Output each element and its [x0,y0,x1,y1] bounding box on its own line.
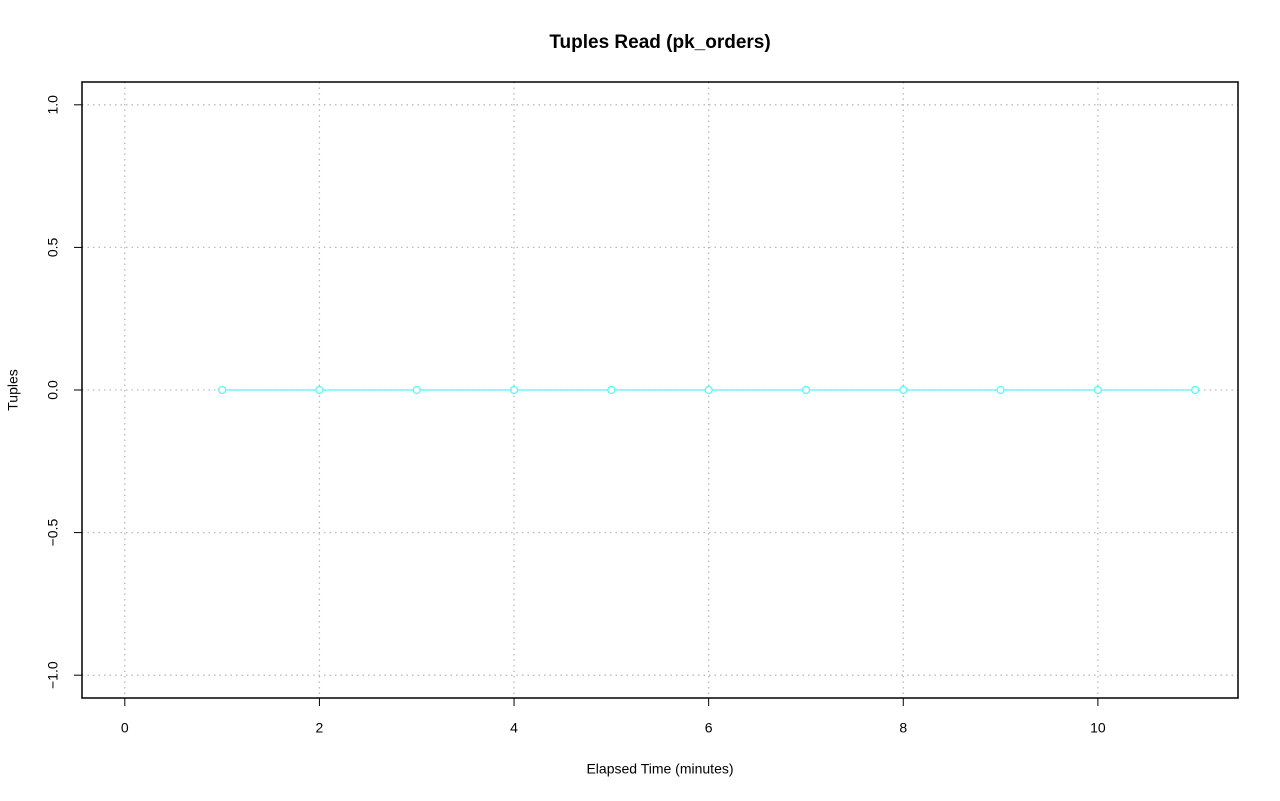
y-tick-label: 0.0 [45,380,61,400]
y-tick-label: −0.5 [45,519,61,547]
y-tick-label: 0.5 [45,237,61,257]
point [801,385,811,395]
point [315,385,324,395]
x-tick-label: 10 [1090,720,1106,736]
x-tick-label: 2 [316,720,324,736]
x-tick-label: 8 [899,720,907,736]
x-tick-label: 0 [121,720,129,736]
y-tick-label: −1.0 [45,661,61,689]
point [509,385,519,395]
point [1093,385,1103,395]
point [1191,385,1200,395]
plot-frame [81,81,1239,699]
point [607,385,616,395]
point [704,385,713,395]
y-axis-label: Tuples [5,369,21,411]
point [996,385,1005,395]
point [217,385,227,395]
point [412,385,421,395]
x-tick-label: 4 [510,720,518,736]
x-tick-label: 6 [705,720,713,736]
y-tick-label: 1.0 [45,95,61,115]
point [899,385,908,395]
chart-title: Tuples Read (pk_orders) [549,32,770,53]
x-axis-label: Elapsed Time (minutes) [586,761,733,777]
